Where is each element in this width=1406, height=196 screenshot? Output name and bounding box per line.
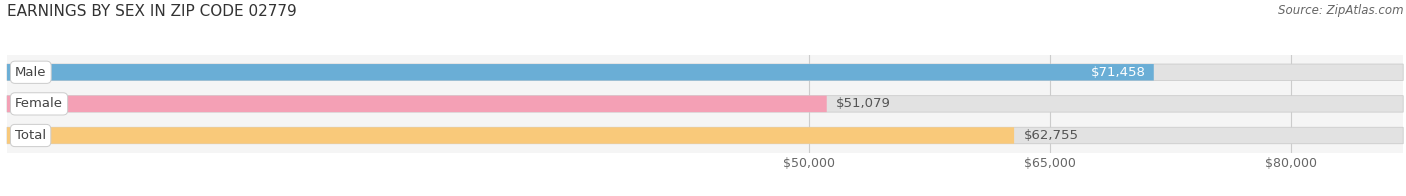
FancyBboxPatch shape	[7, 127, 1403, 144]
FancyBboxPatch shape	[7, 64, 1154, 81]
FancyBboxPatch shape	[7, 96, 827, 112]
Text: $71,458: $71,458	[1091, 66, 1146, 79]
Text: Source: ZipAtlas.com: Source: ZipAtlas.com	[1278, 4, 1403, 17]
FancyBboxPatch shape	[7, 96, 1403, 112]
Text: $51,079: $51,079	[837, 97, 891, 110]
FancyBboxPatch shape	[7, 127, 1014, 144]
FancyBboxPatch shape	[7, 64, 1403, 81]
Text: EARNINGS BY SEX IN ZIP CODE 02779: EARNINGS BY SEX IN ZIP CODE 02779	[7, 4, 297, 19]
Text: Female: Female	[15, 97, 63, 110]
Text: Total: Total	[15, 129, 46, 142]
Text: Male: Male	[15, 66, 46, 79]
Text: $62,755: $62,755	[1024, 129, 1078, 142]
